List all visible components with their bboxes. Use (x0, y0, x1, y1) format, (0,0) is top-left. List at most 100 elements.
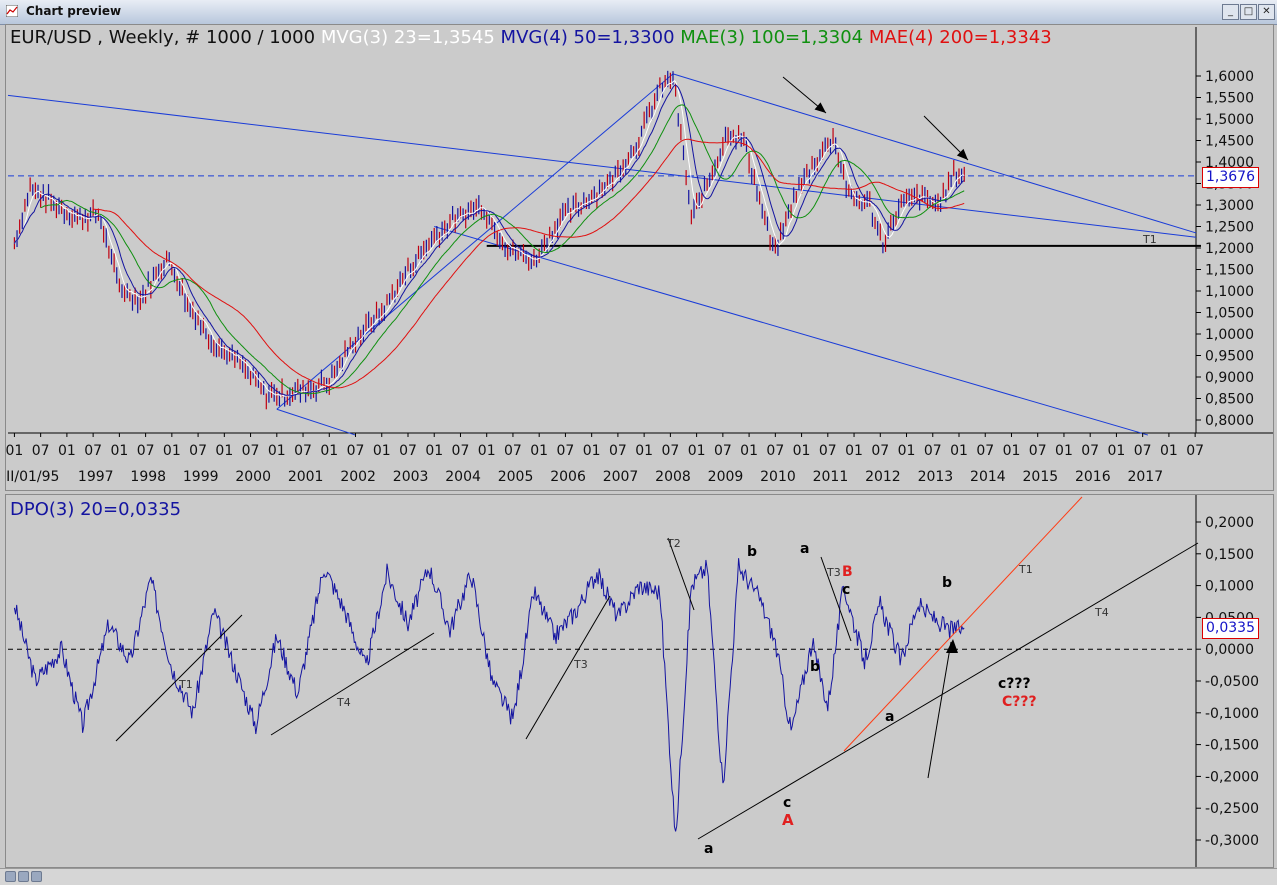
label-t4-left: T4 (336, 696, 351, 709)
x-year-label: 2003 (393, 469, 429, 485)
maximize-button[interactable]: □ (1240, 4, 1257, 20)
x-tick-label: 01 (688, 443, 706, 459)
wave-label-a: a (885, 709, 894, 725)
trendline-t3-low (525, 595, 611, 740)
x-tick-label: 01 (635, 443, 653, 459)
y-tick-label: -0,0500 (1205, 674, 1259, 690)
mvg3-line (13, 80, 965, 397)
y-tick-label: -0,1000 (1205, 706, 1259, 722)
x-tick-label: 07 (137, 443, 155, 459)
x-tick-label: 07 (1029, 443, 1047, 459)
y-tick-label: 1,5000 (1205, 112, 1254, 128)
trendline-t4-left (270, 632, 435, 736)
x-tick-label: 01 (1108, 443, 1126, 459)
x-tick-label: 07 (871, 443, 889, 459)
window-titlebar[interactable]: Chart preview _ □ ✕ (0, 0, 1277, 25)
trendline-t4-right (697, 542, 1199, 840)
x-year-label: 2004 (445, 469, 481, 485)
label-t1-right: T1 (1018, 563, 1033, 576)
y-tick-label: 1,1000 (1205, 284, 1254, 300)
x-year-label: 2008 (655, 469, 691, 485)
x-tick-label: 07 (557, 443, 575, 459)
x-tick-label: 07 (242, 443, 260, 459)
mvg4-label: MVG(4) 50=1,3300 (500, 27, 675, 48)
symbol-label: EUR/USD , Weekly, # 1000 / 1000 (10, 27, 316, 48)
x-year-label: 1999 (183, 469, 219, 485)
price-chart: T1 1,60001,55001,50001,45001,40001,35001… (0, 27, 1273, 485)
wave-label-c: c (783, 795, 791, 811)
x-year-label: 2013 (918, 469, 954, 485)
mvg3-label: MVG(3) 23=1,3545 (320, 27, 495, 48)
channel-lower-line (434, 226, 1149, 436)
downtrend-line (672, 73, 1197, 234)
x-tick-label: 01 (845, 443, 863, 459)
wave-label-c: c (842, 582, 850, 598)
plot-area (8, 27, 1196, 433)
y-tick-label: 1,4500 (1205, 134, 1254, 150)
x-tick-label: 01 (320, 443, 338, 459)
x-tick-label: 01 (110, 443, 128, 459)
y-tick-label: -0,2000 (1205, 769, 1259, 785)
x-tick-label: 07 (32, 443, 50, 459)
x-tick-label: 07 (819, 443, 837, 459)
y-tick-label: 0,1500 (1205, 547, 1254, 563)
resize-grip-icon (5, 871, 16, 882)
x-tick-label: 07 (452, 443, 470, 459)
app-icon (6, 5, 18, 17)
x-tick-label: 07 (766, 443, 784, 459)
x-tick-label: 01 (478, 443, 496, 459)
x-year-label: 2010 (760, 469, 796, 485)
arrow-down-2-head (956, 148, 968, 160)
x-tick-label: 07 (189, 443, 207, 459)
x-tick-label: 01 (215, 443, 233, 459)
x-year-label: 2002 (340, 469, 376, 485)
x-tick-label: 07 (609, 443, 627, 459)
wave-label-b: b (747, 544, 757, 560)
support-line-t1-label: T1 (1142, 233, 1157, 246)
mvg4-line (13, 84, 965, 397)
x-year-label: 2014 (970, 469, 1006, 485)
mae4-line (93, 138, 965, 389)
x-year-label: 2017 (1127, 469, 1163, 485)
x-year-label: 2009 (708, 469, 744, 485)
x-tick-label: 07 (1186, 443, 1204, 459)
x-tick-label: 07 (661, 443, 679, 459)
x-year-label: 2012 (865, 469, 901, 485)
x-year-label: 2016 (1075, 469, 1111, 485)
minimize-button[interactable]: _ (1222, 4, 1239, 20)
label-t1-left: T1 (178, 678, 193, 691)
trendline-t1-left (115, 614, 243, 742)
x-tick-label: 01 (1160, 443, 1178, 459)
price-chart-panel[interactable]: T1 1,60001,55001,50001,45001,40001,35001… (0, 24, 1274, 491)
x-year-label: 2015 (1023, 469, 1059, 485)
y-tick-label: 1,1500 (1205, 263, 1254, 279)
x-year-label: 1997 (78, 469, 114, 485)
y-tick-label: 0,1000 (1205, 579, 1254, 595)
uptrend-line (276, 73, 674, 410)
y-tick-label: -0,2500 (1205, 801, 1259, 817)
y-tick-label: 0,9000 (1205, 370, 1254, 386)
wave-label-C-question: C??? (1002, 694, 1037, 710)
price-chart-frame (8, 27, 1273, 434)
x-year-label: VII/01/95 (6, 469, 59, 485)
label-t4-right: T4 (1094, 606, 1109, 619)
x-tick-label: 01 (793, 443, 811, 459)
x-tick-label: 07 (714, 443, 732, 459)
resize-grip-icon (31, 871, 42, 882)
x-tick-label: 01 (530, 443, 548, 459)
x-year-label: 2006 (550, 469, 586, 485)
x-tick-label: 01 (373, 443, 391, 459)
x-tick-label: 01 (1055, 443, 1073, 459)
window-title: Chart preview (26, 4, 122, 18)
x-tick-label: 01 (1003, 443, 1021, 459)
y-tick-label: 1,0000 (1205, 327, 1254, 343)
long-trend-line-upper (7, 94, 1197, 238)
arrow-up (927, 641, 952, 779)
lower-trend-line (276, 408, 356, 436)
close-button[interactable]: ✕ (1258, 4, 1275, 20)
dpo-line (13, 558, 965, 832)
x-year-label: 2001 (288, 469, 324, 485)
wave-label-b: b (810, 659, 820, 675)
